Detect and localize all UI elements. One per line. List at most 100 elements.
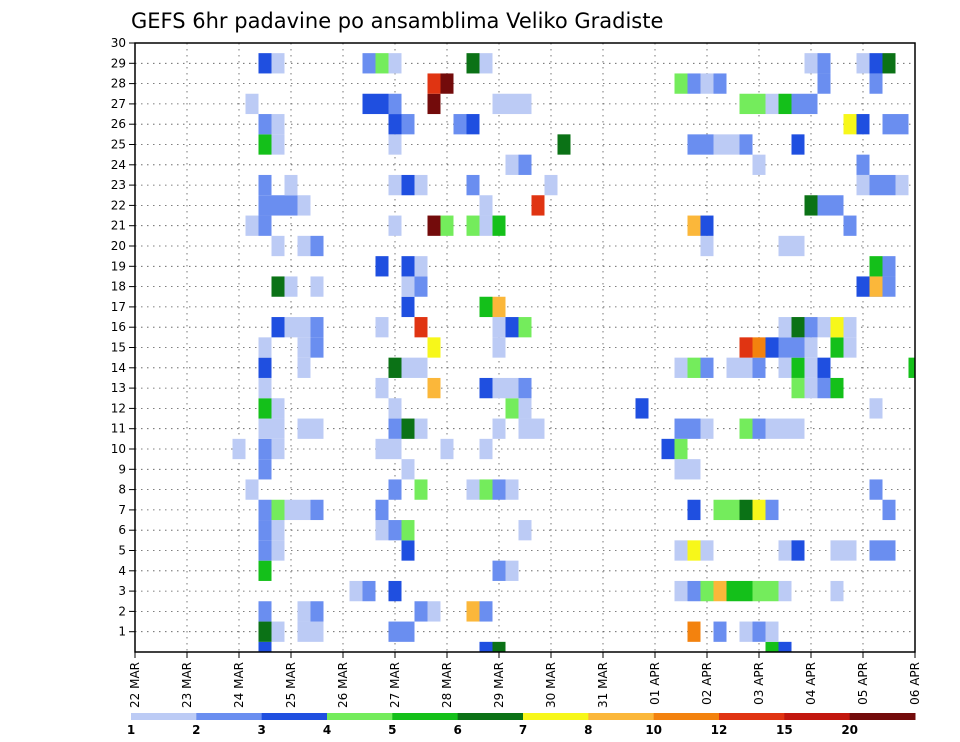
- x-tick-label: 24 MAR: [232, 662, 246, 708]
- heatmap-cell: [882, 53, 896, 74]
- heatmap-cell: [700, 215, 714, 236]
- heatmap-cell: [310, 276, 324, 297]
- colorbar-swatch: [392, 713, 459, 720]
- heatmap-cell: [544, 174, 558, 196]
- y-tick-label: 14: [111, 361, 126, 375]
- heatmap-cell: [778, 93, 792, 115]
- heatmap-cell: [505, 317, 519, 338]
- heatmap-cell: [401, 357, 415, 378]
- heatmap-cell: [882, 276, 896, 297]
- heatmap-cell: [791, 134, 805, 155]
- heatmap-cell: [427, 73, 441, 94]
- heatmap-cell: [310, 337, 324, 358]
- heatmap-cell: [518, 154, 532, 175]
- heatmap-cell: [791, 235, 805, 257]
- heatmap-cell: [297, 235, 311, 257]
- heatmap-cell: [778, 580, 792, 602]
- heatmap-cell: [687, 459, 701, 480]
- heatmap-cell: [297, 621, 311, 642]
- colorbar-swatch: [523, 713, 589, 720]
- heatmap-cell: [375, 438, 389, 460]
- y-tick-label: 20: [111, 239, 126, 253]
- colorbar-swatch: [261, 713, 328, 720]
- y-tick-label: 2: [118, 604, 126, 618]
- heatmap-cell: [271, 235, 285, 257]
- heatmap-cell: [700, 540, 714, 561]
- heatmap-cell: [739, 134, 753, 155]
- heatmap-cell: [791, 317, 805, 338]
- colorbar-swatch: [719, 713, 785, 720]
- heatmap-cell: [674, 357, 688, 378]
- heatmap-cell: [882, 114, 896, 135]
- heatmap-cell: [804, 53, 818, 74]
- colorbar-swatch: [784, 713, 851, 720]
- heatmap-cell: [388, 418, 402, 439]
- heatmap-cell: [778, 317, 792, 338]
- colorbar-swatch: [849, 713, 916, 720]
- heatmap-cell: [258, 459, 272, 480]
- heatmap-cell: [258, 377, 272, 399]
- heatmap-cell: [765, 580, 779, 602]
- heatmap-cell: [284, 276, 298, 297]
- heatmap-cell: [713, 73, 727, 94]
- heatmap-cell: [297, 357, 311, 378]
- x-tick-label: 28 MAR: [440, 662, 454, 708]
- heatmap-cell: [401, 418, 415, 439]
- heatmap-cell: [856, 154, 870, 175]
- heatmap-cell: [674, 540, 688, 561]
- heatmap-cell: [739, 357, 753, 378]
- heatmap-cell: [882, 174, 896, 196]
- x-tick-label: 31 MAR: [596, 662, 610, 708]
- heatmap-cell: [830, 337, 844, 358]
- heatmap-cell: [700, 73, 714, 94]
- heatmap-cell: [427, 337, 441, 358]
- heatmap-cell: [388, 114, 402, 135]
- heatmap-cell: [375, 520, 389, 541]
- heatmap-cell: [479, 377, 493, 399]
- heatmap-cell: [752, 621, 766, 642]
- x-tick-label: 25 MAR: [284, 662, 298, 708]
- heatmap-cell: [505, 93, 519, 115]
- heatmap-cell: [830, 377, 844, 399]
- heatmap-cell: [791, 540, 805, 561]
- heatmap-cell: [310, 621, 324, 642]
- heatmap-cell: [700, 134, 714, 155]
- heatmap-cell: [271, 276, 285, 297]
- heatmap-cell: [518, 398, 532, 419]
- y-tick-label: 27: [111, 97, 126, 111]
- heatmap-cell: [297, 195, 311, 216]
- heatmap-cell: [765, 418, 779, 439]
- colorbar-label: 15: [776, 723, 793, 737]
- heatmap-cell: [466, 174, 480, 196]
- y-tick-label: 11: [111, 422, 126, 436]
- heatmap-cell: [752, 357, 766, 378]
- heatmap-cell: [271, 438, 285, 460]
- heatmap-cell: [804, 195, 818, 216]
- heatmap-cell: [791, 93, 805, 115]
- x-tick-label: 01 APR: [648, 662, 662, 705]
- heatmap-cell: [388, 580, 402, 602]
- heatmap-cell: [869, 174, 883, 196]
- heatmap-cell: [310, 601, 324, 622]
- heatmap-cell: [687, 580, 701, 602]
- heatmap-cell: [843, 317, 857, 338]
- heatmap-cell: [258, 357, 272, 378]
- heatmap-cell: [388, 621, 402, 642]
- heatmap-cell: [362, 93, 376, 115]
- heatmap-cell: [258, 398, 272, 419]
- heatmap-cell: [505, 154, 519, 175]
- heatmap-cell: [518, 520, 532, 541]
- heatmap-cell: [531, 418, 545, 439]
- heatmap-cell: [271, 398, 285, 419]
- heatmap-cell: [804, 93, 818, 115]
- y-tick-label: 6: [118, 523, 126, 537]
- heatmap-cell: [726, 580, 740, 602]
- colorbar-swatch: [327, 713, 393, 720]
- heatmap-cell: [804, 337, 818, 358]
- heatmap-cell: [388, 174, 402, 196]
- heatmap-cell: [245, 93, 259, 115]
- heatmap-cell: [778, 418, 792, 439]
- colorbar-label: 6: [453, 723, 461, 737]
- heatmap-cell: [752, 337, 766, 358]
- colorbar-label: 12: [711, 723, 728, 737]
